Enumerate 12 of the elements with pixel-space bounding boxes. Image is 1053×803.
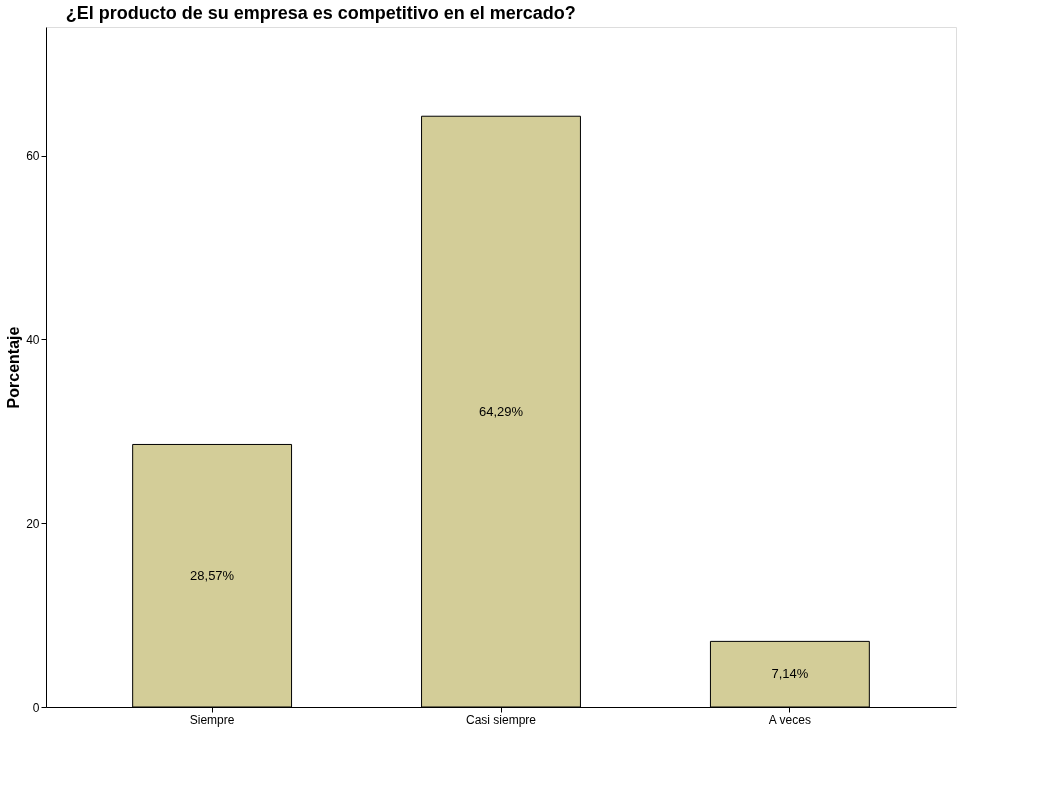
- y-tick-label: 60: [26, 149, 40, 164]
- y-tick-label: 0: [32, 700, 40, 715]
- data-label: 64,29%: [478, 403, 524, 419]
- chart-title: ¿El producto de su empresa es competitivo en el mercado?: [65, 3, 576, 23]
- y-axis-title: Porcentaje: [5, 326, 23, 409]
- x-tick-label: Siempre: [189, 712, 235, 727]
- y-tick-label: 20: [26, 516, 40, 531]
- data-label: 28,57%: [190, 567, 235, 583]
- x-tick-label: A veces: [768, 712, 811, 727]
- data-label: 7,14%: [771, 666, 809, 682]
- x-tick-label: Casi siempre: [465, 712, 537, 727]
- y-tick-label: 40: [26, 332, 40, 347]
